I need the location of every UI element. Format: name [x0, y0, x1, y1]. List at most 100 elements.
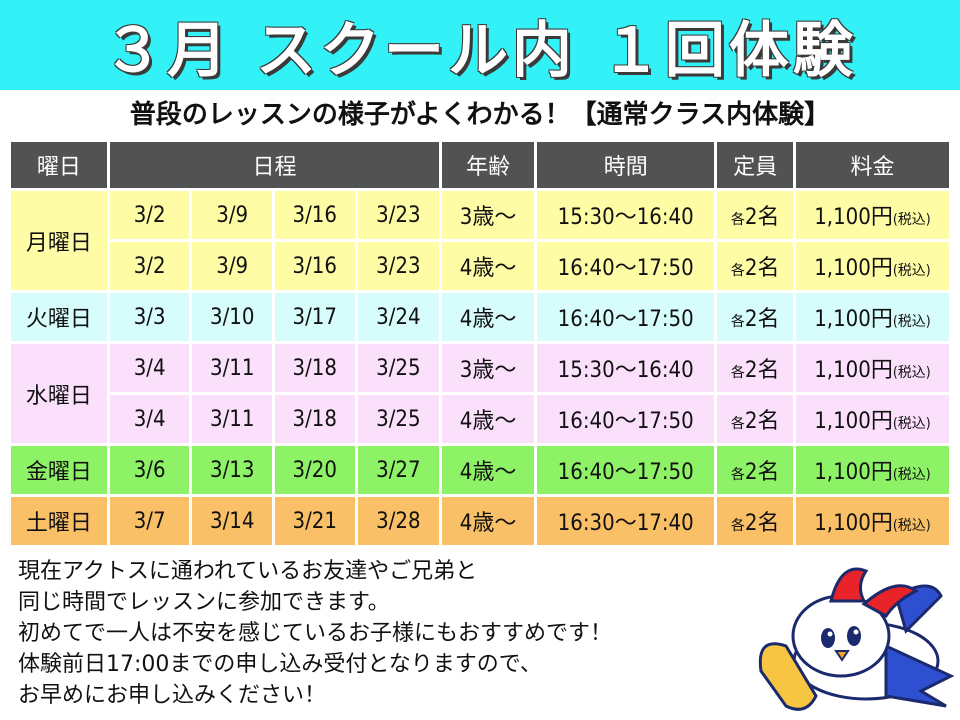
capacity-cell: 各2名 [717, 446, 793, 494]
date-cell: 3/18 [275, 395, 355, 443]
table-header-row: 曜日 日程 年齢 時間 定員 料金 [11, 142, 949, 188]
date-cell: 3/20 [275, 446, 355, 494]
date-cell: 3/25 [357, 395, 440, 443]
table-row: 月曜日 3/2 3/9 3/16 3/23 3歳～ 15:30～16:40 各2… [11, 191, 949, 290]
page-title: ３月 スクール内 １回体験 [103, 15, 857, 86]
capacity-value: 2名 [744, 307, 780, 332]
header-dates: 日程 [109, 142, 440, 188]
fee-value: 1,100円 [814, 256, 893, 281]
capacity-value: 2名 [744, 409, 780, 434]
date-cell: 3/13 [192, 446, 272, 494]
capacity-value: 2名 [744, 460, 780, 485]
capacity-prefix: 各 [730, 365, 745, 381]
date-cell: 3/2 [109, 191, 190, 239]
date-cell: 3/28 [357, 497, 440, 545]
capacity-cell: 各2名 [717, 497, 793, 545]
age-cell: 4歳～ [442, 446, 534, 494]
notice-line: 体験前日17:00までの申し込み受付となりますので、 [18, 652, 542, 677]
capacity-prefix: 各 [730, 467, 745, 483]
date-cell: 3/4 [109, 344, 190, 392]
date-cell: 3/27 [357, 446, 440, 494]
day-cell-tuesday: 火曜日 [11, 293, 107, 341]
capacity-cell: 各2名 [717, 344, 793, 392]
notice-line: 現在アクトスに通われているお友達やご兄弟と [18, 559, 478, 584]
date-cell: 3/17 [275, 293, 355, 341]
capacity-prefix: 各 [730, 416, 745, 432]
time-cell: 15:30～16:40 [536, 344, 715, 392]
fee-cell: 1,100円(税込) [795, 446, 949, 494]
fee-value: 1,100円 [814, 205, 893, 230]
time-cell: 16:40～17:50 [536, 446, 715, 494]
header-capacity: 定員 [717, 142, 793, 188]
date-cell: 3/10 [192, 293, 272, 341]
fee-cell: 1,100円(税込) [795, 191, 949, 239]
day-cell-saturday: 土曜日 [11, 497, 107, 545]
fee-value: 1,100円 [814, 460, 893, 485]
day-cell-friday: 金曜日 [11, 446, 107, 494]
table-row: 水曜日 3/4 3/11 3/18 3/25 3歳～ 15:30～16:40 各… [11, 344, 949, 443]
date-cell: 3/23 [357, 242, 440, 290]
capacity-prefix: 各 [730, 518, 745, 534]
capacity-cell: 各2名 [717, 242, 793, 290]
notice-line: 同じ時間でレッスンに参加できます。 [18, 590, 390, 615]
capacity-value: 2名 [744, 511, 780, 536]
table-row: 土曜日 3/7 3/14 3/21 3/28 4歳～ 16:30～17:40 各… [11, 497, 949, 545]
tax-note: (税込) [892, 416, 931, 432]
age-cell: 3歳～ [442, 344, 534, 392]
date-cell: 3/11 [192, 344, 272, 392]
capacity-cell: 各2名 [717, 191, 793, 239]
schedule-table: 曜日 日程 年齢 時間 定員 料金 月曜日 3/2 3/9 3/16 3/23 … [8, 139, 952, 548]
age-cell: 4歳～ [442, 395, 534, 443]
table-row: 金曜日 3/6 3/13 3/20 3/27 4歳～ 16:40～17:50 各… [11, 446, 949, 494]
capacity-value: 2名 [744, 256, 780, 281]
date-cell: 3/16 [275, 242, 355, 290]
notice-line: お早めにお申し込みください！ [18, 683, 327, 708]
date-cell: 3/14 [192, 497, 272, 545]
header-time: 時間 [536, 142, 715, 188]
date-cell: 3/21 [275, 497, 355, 545]
time-cell: 15:30～16:40 [536, 191, 715, 239]
header-day: 曜日 [11, 142, 107, 188]
tax-note: (税込) [892, 263, 931, 279]
header-age: 年齢 [442, 142, 534, 188]
time-cell: 16:40～17:50 [536, 395, 715, 443]
notice-text: 現在アクトスに通われているお友達やご兄弟と 同じ時間でレッスンに参加できます。 … [18, 556, 748, 711]
fee-value: 1,100円 [814, 307, 893, 332]
age-cell: 4歳～ [442, 497, 534, 545]
tax-note: (税込) [892, 212, 931, 228]
date-cell: 3/18 [275, 344, 355, 392]
time-cell: 16:40～17:50 [536, 293, 715, 341]
fee-value: 1,100円 [814, 511, 893, 536]
time-cell: 16:40～17:50 [536, 242, 715, 290]
date-cell: 3/9 [192, 242, 272, 290]
date-cell: 3/6 [109, 446, 190, 494]
date-cell: 3/4 [109, 395, 190, 443]
tax-note: (税込) [892, 467, 931, 483]
date-cell: 3/24 [357, 293, 440, 341]
tax-note: (税込) [892, 314, 931, 330]
fee-cell: 1,100円(税込) [795, 395, 949, 443]
title-banner: ３月 スクール内 １回体験 [0, 0, 960, 90]
age-cell: 3歳～ [442, 191, 534, 239]
fee-value: 1,100円 [814, 409, 893, 434]
capacity-prefix: 各 [730, 263, 745, 279]
fee-cell: 1,100円(税込) [795, 497, 949, 545]
date-cell: 3/7 [109, 497, 190, 545]
table-row: 3/2 3/9 3/16 3/23 4歳～ 16:40～17:50 各2名 1,… [11, 242, 949, 290]
day-cell-wednesday: 水曜日 [11, 344, 107, 443]
tax-note: (税込) [892, 518, 931, 534]
tax-note: (税込) [892, 365, 931, 381]
fee-cell: 1,100円(税込) [795, 293, 949, 341]
page-subtitle: 普段のレッスンの様子がよくわかる！【通常クラス内体験】 [129, 100, 831, 130]
date-cell: 3/11 [192, 395, 272, 443]
table-row: 火曜日 3/3 3/10 3/17 3/24 4歳～ 16:40～17:50 各… [11, 293, 949, 341]
date-cell: 3/2 [109, 242, 190, 290]
capacity-cell: 各2名 [717, 395, 793, 443]
capacity-prefix: 各 [730, 212, 745, 228]
bird-mascot-icon [758, 567, 955, 711]
capacity-cell: 各2名 [717, 293, 793, 341]
capacity-prefix: 各 [730, 314, 745, 330]
table-row: 3/4 3/11 3/18 3/25 4歳～ 16:40～17:50 各2名 1… [11, 395, 949, 443]
fee-cell: 1,100円(税込) [795, 242, 949, 290]
date-cell: 3/3 [109, 293, 190, 341]
